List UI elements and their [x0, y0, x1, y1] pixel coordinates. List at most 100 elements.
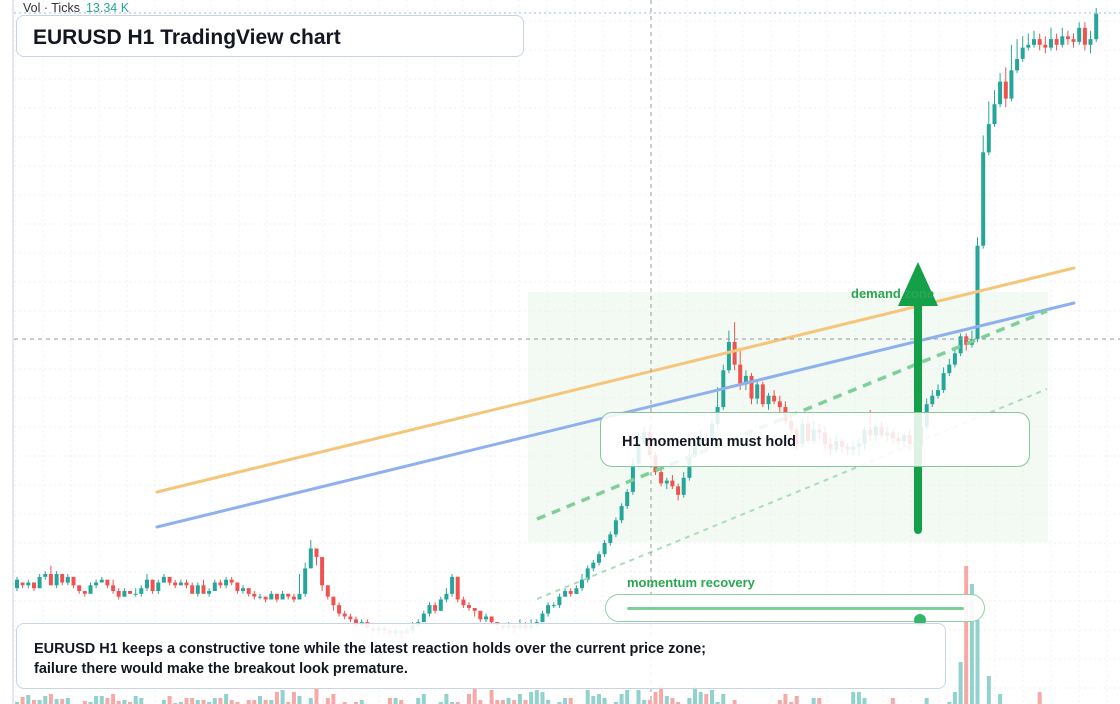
chart-title: EURUSD H1 TradingView chart [33, 26, 341, 49]
volume-bar [393, 698, 398, 704]
candle [1003, 67, 1008, 108]
candle [241, 585, 245, 594]
candle [37, 574, 42, 589]
up-arrow-icon [898, 262, 938, 306]
candle [195, 582, 200, 597]
candle-body [992, 104, 997, 124]
candle [212, 579, 217, 591]
candle [320, 557, 325, 591]
volume-bar [924, 698, 929, 704]
momentum-slider[interactable] [605, 594, 985, 626]
volume-bar [54, 699, 59, 704]
candle-body [772, 395, 777, 402]
volume-bar [710, 690, 714, 704]
candle [732, 322, 737, 371]
candle [139, 585, 144, 597]
volume-bar [82, 701, 87, 704]
candle-body [1009, 70, 1014, 99]
candle [568, 588, 573, 597]
candle-body [659, 472, 664, 484]
candle [563, 588, 568, 597]
candle [992, 90, 997, 127]
candle [82, 591, 87, 597]
volume-bar [952, 692, 957, 704]
volume-bar [585, 690, 590, 704]
candle-body [1049, 39, 1053, 48]
candle-body [427, 605, 432, 614]
candle-body [461, 599, 466, 606]
volume-bar [450, 702, 455, 704]
volume-bar [986, 676, 991, 704]
volume-bar [890, 698, 895, 704]
candle [20, 582, 25, 589]
candle-body [207, 591, 212, 594]
volume-bar [258, 696, 262, 704]
candle-body [608, 534, 613, 543]
candle-body [574, 588, 579, 594]
volume-bar [472, 688, 477, 704]
candle [947, 358, 952, 376]
volume-bar [811, 698, 816, 704]
volume-bar [263, 700, 268, 704]
candle [224, 576, 229, 589]
candle-body [478, 610, 483, 620]
volume-bar [354, 702, 358, 704]
candle-body [986, 124, 991, 153]
lower-channel-line[interactable] [536, 388, 1048, 600]
candle-body [1015, 59, 1020, 71]
candle-body [681, 477, 686, 495]
candle-body [958, 336, 963, 354]
candle [958, 333, 963, 357]
candle-body [1077, 27, 1082, 42]
candle [15, 576, 19, 591]
candle-body [1020, 47, 1025, 59]
volume-bar [399, 700, 404, 704]
candle-body [551, 605, 556, 607]
volume-bar [274, 692, 279, 704]
volume-bar [88, 702, 93, 704]
candle [591, 559, 596, 572]
candle [608, 531, 613, 546]
candle-body [88, 585, 93, 594]
volume-bar [167, 696, 172, 704]
volume-bar [698, 692, 703, 704]
momentum-callout[interactable]: H1 momentum must hold [600, 412, 1030, 467]
candle-body [229, 579, 234, 583]
volume-bar [613, 702, 618, 704]
volume-bar [591, 696, 596, 704]
momentum-slider-track[interactable] [627, 607, 964, 626]
volume-bar [704, 694, 709, 704]
candle-body [342, 613, 347, 617]
candle [461, 596, 466, 608]
volume-bar [444, 694, 449, 704]
volume-bar [308, 698, 313, 704]
candle-body [630, 463, 635, 492]
candle [297, 574, 302, 600]
candle [331, 596, 336, 611]
candle-body [1026, 44, 1031, 48]
volume-bar [359, 700, 364, 704]
candle [659, 469, 664, 487]
candle-body [258, 596, 262, 598]
volume-bar [958, 662, 963, 704]
candle-body [122, 591, 127, 597]
volume-bar [111, 694, 116, 704]
candle [308, 540, 313, 569]
volume-bar [280, 690, 285, 704]
candle [94, 579, 99, 589]
candle-body [1088, 39, 1093, 45]
candle [597, 551, 601, 566]
candle [1088, 30, 1093, 54]
candle [1037, 33, 1042, 51]
candle [427, 602, 432, 617]
volume-bar [1037, 692, 1042, 704]
candle-body [1065, 36, 1070, 40]
candle [314, 548, 319, 566]
volume-bar [387, 698, 392, 704]
volume-bar [693, 686, 697, 704]
volume-bar [116, 701, 121, 704]
candle-body [133, 593, 138, 595]
volume-bar [568, 698, 573, 704]
candle [105, 579, 110, 589]
candle-body [981, 152, 986, 246]
